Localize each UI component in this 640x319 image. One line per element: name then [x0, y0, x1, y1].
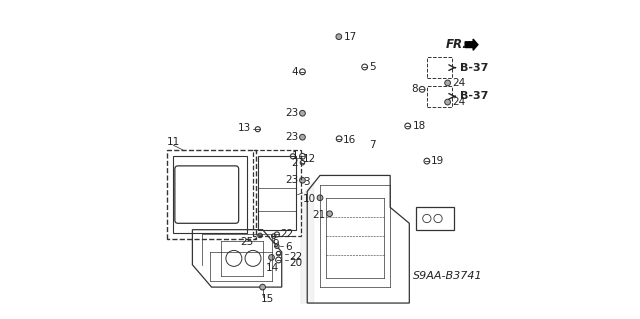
Circle shape — [260, 284, 266, 290]
Text: 12: 12 — [303, 154, 316, 165]
FancyArrow shape — [465, 39, 478, 50]
Circle shape — [300, 177, 305, 183]
Text: 23: 23 — [285, 132, 298, 142]
Text: B-37: B-37 — [460, 63, 489, 73]
Circle shape — [317, 195, 323, 201]
Circle shape — [269, 255, 275, 260]
Text: 22: 22 — [280, 229, 293, 240]
Text: 25: 25 — [240, 237, 253, 248]
Polygon shape — [301, 182, 314, 303]
Text: 23: 23 — [285, 108, 298, 118]
Text: 19: 19 — [431, 156, 444, 166]
Text: 1: 1 — [292, 151, 298, 161]
Text: 9: 9 — [272, 239, 279, 249]
Circle shape — [275, 244, 279, 249]
Circle shape — [300, 134, 305, 140]
Text: 22: 22 — [290, 252, 303, 262]
Text: 16: 16 — [343, 135, 356, 145]
Text: 2: 2 — [292, 158, 298, 168]
Text: 14: 14 — [266, 263, 279, 273]
Text: 21: 21 — [312, 210, 325, 220]
Text: 7: 7 — [369, 140, 376, 150]
Text: 24: 24 — [452, 78, 466, 88]
Circle shape — [445, 99, 451, 105]
Text: 15: 15 — [260, 294, 274, 304]
Text: 10: 10 — [303, 194, 316, 204]
Text: 18: 18 — [413, 121, 426, 131]
Text: 23: 23 — [285, 175, 298, 185]
Text: B-37: B-37 — [460, 91, 489, 101]
Text: S9AA-B3741: S9AA-B3741 — [413, 271, 482, 281]
Text: 13: 13 — [238, 122, 252, 133]
Text: 17: 17 — [344, 32, 357, 42]
Text: 3: 3 — [303, 177, 310, 187]
Text: 6: 6 — [285, 242, 292, 252]
Text: 8: 8 — [412, 84, 418, 94]
Circle shape — [300, 110, 305, 116]
Text: 20: 20 — [290, 258, 303, 268]
Text: FR.: FR. — [446, 38, 468, 51]
Text: 24: 24 — [452, 97, 466, 107]
Text: 5: 5 — [369, 62, 376, 72]
Circle shape — [326, 211, 332, 217]
Text: 11: 11 — [166, 137, 180, 147]
Circle shape — [336, 34, 342, 40]
Circle shape — [445, 80, 451, 86]
Text: 4: 4 — [292, 67, 298, 77]
